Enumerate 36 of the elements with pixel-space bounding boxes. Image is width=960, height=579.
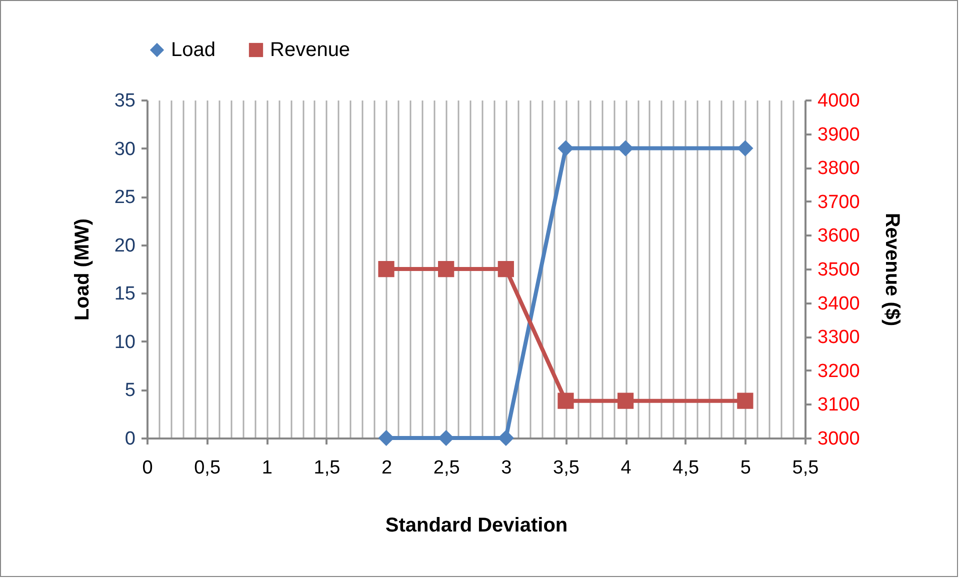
y-axis-title: Load (MW) [71,218,94,321]
x-tick-label: 0,5 [194,458,221,478]
x-tick-label: 4,5 [672,458,700,478]
x-tick-label: 2,5 [433,458,460,478]
y-tick-label: 20 [114,235,136,256]
y2-tick-label: 3600 [818,226,860,247]
y-tick-label: 0 [124,428,136,450]
y2-tick-label: 3900 [818,124,860,146]
x-tick-label: 0 [142,458,153,478]
x-tick-label: 5,5 [792,458,819,478]
y-tick-label: 5 [124,380,136,402]
y2-tick-label: 3100 [818,394,860,416]
x-tick-label: 2 [381,458,392,478]
y2-tick-label: 4000 [818,90,860,112]
x-tick-label: 3,5 [553,458,580,478]
legend-label: Load [171,39,216,61]
y-tick-label: 15 [114,284,136,305]
y2-tick-label: 3800 [818,158,860,180]
y2-axis-title: Revenue ($) [880,212,903,326]
legend-label: Revenue [270,39,350,61]
x-tick-label: 5 [740,458,751,478]
y2-tick-label: 3000 [818,428,860,450]
x-tick-label: 3 [501,458,512,478]
y2-tick-label: 3500 [818,260,860,280]
y2-tick-label: 3400 [818,293,860,314]
y-tick-label: 25 [114,187,136,208]
y2-tick-label: 3200 [818,360,860,382]
y-tick-label: 10 [114,332,136,353]
x-tick-label: 1,5 [314,458,340,478]
y-tick-label: 35 [114,90,136,112]
x-tick-label: 4 [620,458,632,478]
y2-tick-label: 3700 [818,192,860,213]
y2-tick-label: 3300 [818,327,860,348]
x-axis-title: Standard Deviation [385,514,568,536]
x-tick-label: 1 [262,458,272,478]
y-tick-label: 30 [114,138,136,160]
